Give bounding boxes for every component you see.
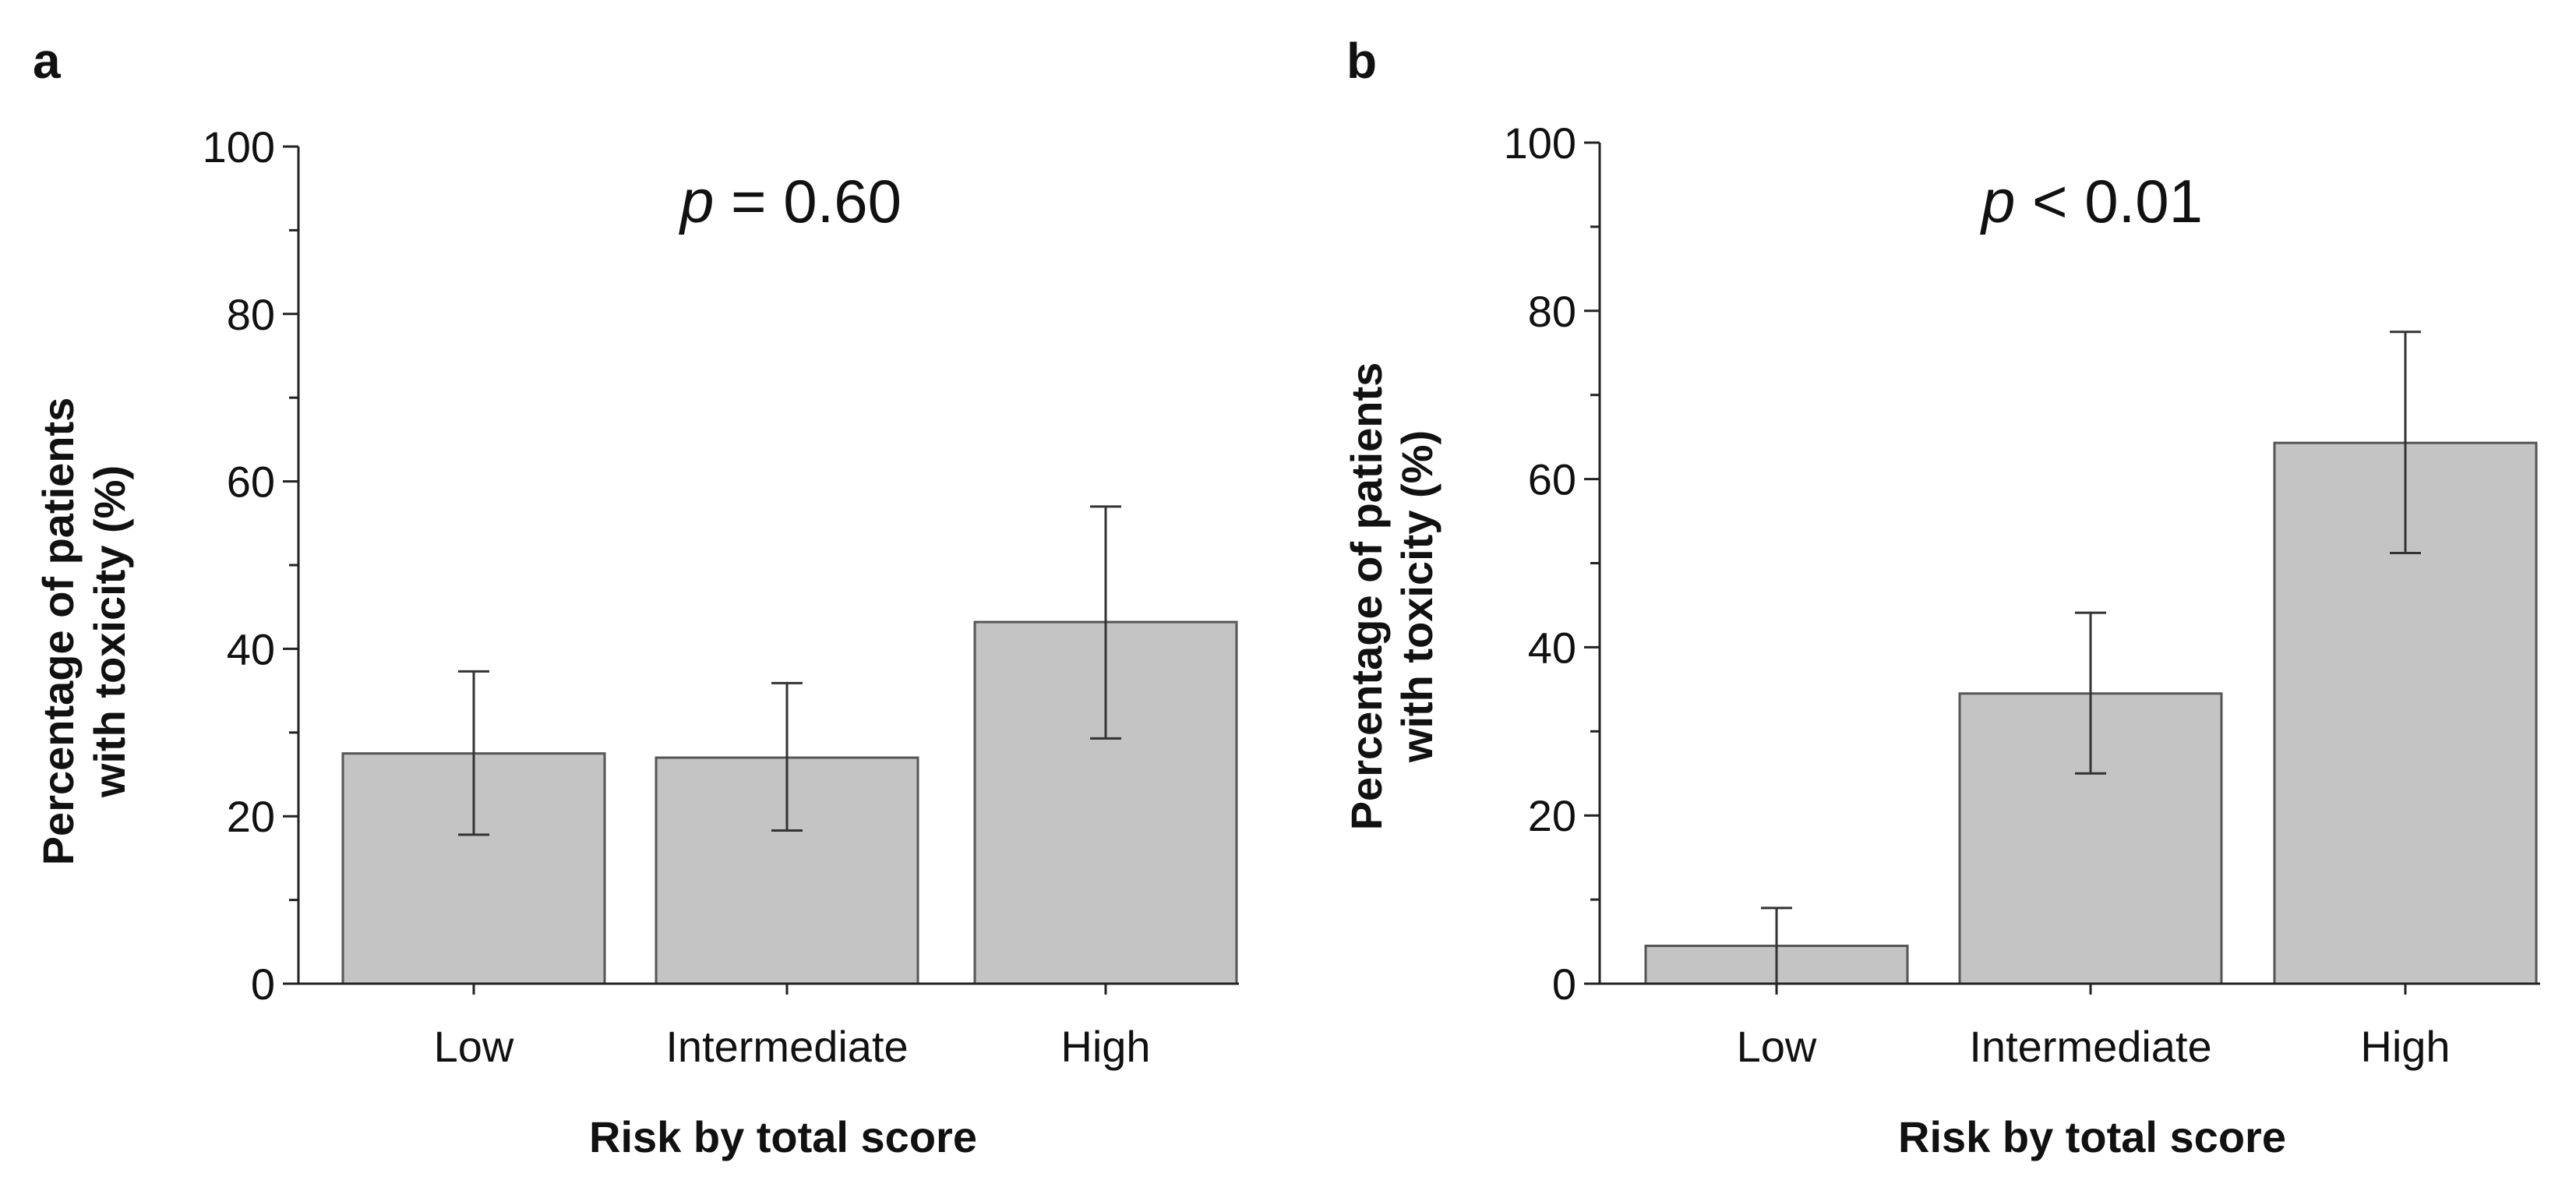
y-axis-title-line2: with toxicity (%) <box>1392 430 1442 763</box>
p-value-text: < 0.01 <box>2015 167 2203 235</box>
x-axis-title: Risk by total score <box>1898 1112 2286 1161</box>
y-tick-label: 80 <box>1528 287 1576 336</box>
x-tick-label-low: Low <box>1737 1022 1817 1071</box>
p-value-annotation: p = 0.60 <box>679 167 902 235</box>
y-axis-title-line2: with toxicity (%) <box>85 465 134 798</box>
y-axis-title-line1: Percentage of patients <box>1342 362 1391 831</box>
y-tick-label: 60 <box>227 458 275 507</box>
y-tick-label: 80 <box>227 290 275 339</box>
p-value-text: = 0.60 <box>714 167 902 235</box>
error-bar-high <box>2390 330 2421 555</box>
p-symbol: p <box>679 167 714 235</box>
error-bar-low <box>1761 907 1792 984</box>
x-tick-label-intermediate: Intermediate <box>1969 1022 2211 1071</box>
y-tick-label: 100 <box>203 122 275 171</box>
x-tick-label-intermediate: Intermediate <box>665 1022 908 1071</box>
y-tick-label: 20 <box>227 792 275 841</box>
y-tick-label: 20 <box>1528 791 1576 840</box>
x-tick-label-low: Low <box>434 1022 514 1071</box>
error-bar-high <box>1090 505 1121 740</box>
panel-a: a Low Intermediate High 0 20 40 60 80 100 p = 0.… <box>33 33 1239 1161</box>
y-tick-label: 0 <box>1552 960 1576 1009</box>
error-bar-intermediate <box>2075 611 2106 775</box>
y-tick-label: 40 <box>1528 623 1576 672</box>
y-tick-label: 60 <box>1528 455 1576 504</box>
y-tick-label: 40 <box>227 624 275 673</box>
x-tick-label-high: High <box>2360 1022 2450 1071</box>
x-axis-title: Risk by total score <box>589 1112 977 1161</box>
y-axis-title-line1: Percentage of patients <box>34 398 83 866</box>
panel-label: b <box>1346 33 1377 89</box>
y-tick-label: 100 <box>1504 118 1576 168</box>
p-value-annotation: p < 0.01 <box>1980 167 2203 235</box>
y-tick-label: 0 <box>251 960 275 1009</box>
error-bar-low <box>458 670 489 836</box>
panel-label: a <box>33 33 61 89</box>
error-bar-intermediate <box>771 681 803 832</box>
x-tick-label-high: High <box>1060 1022 1150 1071</box>
p-symbol: p <box>1980 167 2015 235</box>
panel-b: b Low Intermediate High 0 20 40 60 80 100 p < 0.… <box>1342 33 2540 1161</box>
